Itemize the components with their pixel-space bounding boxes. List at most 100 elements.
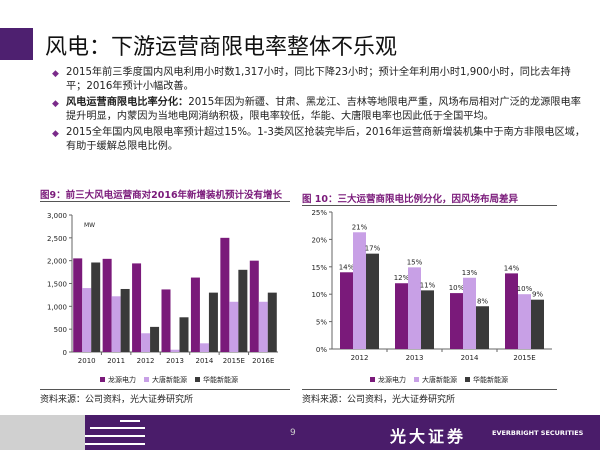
bar-龙源电力 xyxy=(395,283,408,349)
legend-swatch xyxy=(144,377,149,382)
x-tick-label: 2013 xyxy=(166,357,184,365)
bar-华能新能源 xyxy=(366,253,379,349)
bar-龙源电力 xyxy=(450,293,463,349)
legend-swatch xyxy=(414,377,419,382)
bar-华能新能源 xyxy=(476,306,489,349)
x-tick-label: 2016E xyxy=(252,357,274,365)
data-label: 17% xyxy=(365,245,381,253)
y-tick-label: 25% xyxy=(311,209,327,217)
bar-华能新能源 xyxy=(238,269,248,352)
unit-label: MW xyxy=(84,222,95,229)
logo-stripe xyxy=(85,435,145,437)
bar-华能新能源 xyxy=(208,292,218,352)
y-tick-label: 500 xyxy=(54,326,67,334)
bar-龙源电力 xyxy=(161,289,171,352)
divider xyxy=(40,201,290,202)
y-tick-label: 10% xyxy=(311,291,327,299)
brand-logo-en: EVERBRIGHT SECURITIES xyxy=(492,429,584,437)
bar-华能新能源 xyxy=(267,292,277,352)
x-tick-label: 2015E xyxy=(513,354,535,362)
bar-大唐新能源 xyxy=(111,296,121,352)
legend-swatch xyxy=(100,377,105,382)
x-tick-label: 2015E xyxy=(223,357,245,365)
x-tick-label: 2011 xyxy=(107,357,125,365)
y-tick-label: 2,000 xyxy=(47,258,67,266)
bar-大唐新能源 xyxy=(141,333,151,352)
y-tick-label: 1,000 xyxy=(47,303,67,311)
chart2-title: 图 10：三大运营商限电比例分化，因风场布局差异 xyxy=(302,194,519,205)
bar-龙源电力 xyxy=(220,237,230,352)
logo-stripe xyxy=(85,443,145,445)
bar-华能新能源 xyxy=(421,290,434,349)
bullet-bold: 风电运营商限电比率分化： xyxy=(66,97,189,108)
bullet-item: ◆ 2015年前三季度国内风电利用小时数1,317小时，同比下降23小时；预计全年… xyxy=(50,66,585,93)
bar-华能新能源 xyxy=(179,317,189,352)
data-label: 14% xyxy=(504,264,520,272)
y-tick-label: 2,500 xyxy=(47,235,67,243)
x-tick-label: 2013 xyxy=(406,354,424,362)
bullet-item: ◆ 风电运营商限电比率分化：2015年因为新疆、甘肃、黑龙江、吉林等地限电严重，风… xyxy=(50,96,585,123)
legend-label: 龙源电力 xyxy=(378,375,406,384)
divider xyxy=(302,389,557,390)
x-tick-label: 2010 xyxy=(78,357,96,365)
y-tick-label: 1,500 xyxy=(47,281,67,289)
legend-label: 华能新能源 xyxy=(203,375,238,384)
y-tick-label: 15% xyxy=(311,264,327,272)
bar-龙源电力 xyxy=(73,258,83,352)
bar-大唐新能源 xyxy=(82,288,92,352)
data-label: 13% xyxy=(462,269,478,277)
bar-大唐新能源 xyxy=(170,349,180,352)
y-tick-label: 0% xyxy=(316,346,327,354)
data-label: 21% xyxy=(352,223,368,231)
bullet-text: 2015全年国内风电限电率预计超过15%。1-3类风区抢装完毕后，2016年运营… xyxy=(66,127,586,152)
data-label: 11% xyxy=(420,281,436,289)
x-tick-label: 2014 xyxy=(461,354,479,362)
bullet-text: 2015年前三季度国内风电利用小时数1,317小时，同比下降23小时；预计全年利… xyxy=(66,67,571,92)
data-label: 15% xyxy=(407,258,423,266)
diamond-bullet-icon: ◆ xyxy=(52,69,59,79)
bar-龙源电力 xyxy=(102,258,112,352)
bar-龙源电力 xyxy=(190,277,200,352)
bar-龙源电力 xyxy=(340,272,353,349)
diamond-bullet-icon: ◆ xyxy=(52,99,59,109)
data-label: 10% xyxy=(517,285,533,293)
bar-大唐新能源 xyxy=(199,343,209,352)
page-title: 风电：下游运营商限电率整体不乐观 xyxy=(45,35,398,60)
x-tick-label: 2012 xyxy=(351,354,369,362)
legend-swatch xyxy=(370,377,375,382)
chart1-source: 资料来源：公司资料，光大证券研究所 xyxy=(40,395,194,405)
data-label: 9% xyxy=(532,291,543,299)
data-label: 14% xyxy=(339,263,355,271)
brand-logo-cn: 光大证券 xyxy=(390,427,467,446)
x-tick-label: 2014 xyxy=(196,357,214,365)
bar-华能新能源 xyxy=(120,288,130,352)
chart1-title: 图9：前三大风电运营商对2016年新增装机预计没有增长 xyxy=(40,190,283,201)
bar-大唐新能源 xyxy=(518,294,531,349)
bar-大唐新能源 xyxy=(463,277,476,349)
legend-label: 大唐新能源 xyxy=(422,375,457,384)
footer-band xyxy=(85,415,600,450)
logo-stripe xyxy=(90,427,145,429)
legend-label: 龙源电力 xyxy=(108,375,136,384)
bullet-text: 2015年因为新疆、甘肃、黑龙江、吉林等地限电严重，风场布局相对广泛的龙源限电率… xyxy=(66,97,581,122)
legend-label: 华能新能源 xyxy=(473,375,508,384)
logo-stripe xyxy=(120,420,140,422)
page-number: 9 xyxy=(290,428,296,438)
legend-swatch xyxy=(465,377,470,382)
bar-龙源电力 xyxy=(249,260,259,352)
bar-龙源电力 xyxy=(132,263,142,352)
bullet-list: ◆ 2015年前三季度国内风电利用小时数1,317小时，同比下降23小时；预计全年… xyxy=(50,66,585,156)
footer: 9 光大证券 EVERBRIGHT SECURITIES xyxy=(0,415,600,450)
divider xyxy=(40,389,290,390)
data-label: 8% xyxy=(477,297,488,305)
legend-swatch xyxy=(195,377,200,382)
y-tick-label: 5% xyxy=(316,319,327,327)
bar-龙源电力 xyxy=(505,273,518,349)
data-label: 10% xyxy=(449,284,465,292)
bar-华能新能源 xyxy=(91,262,101,352)
y-tick-label: 20% xyxy=(311,236,327,244)
bar-大唐新能源 xyxy=(353,232,366,349)
divider xyxy=(302,205,557,206)
legend-label: 大唐新能源 xyxy=(152,375,187,384)
diamond-bullet-icon: ◆ xyxy=(52,129,59,139)
